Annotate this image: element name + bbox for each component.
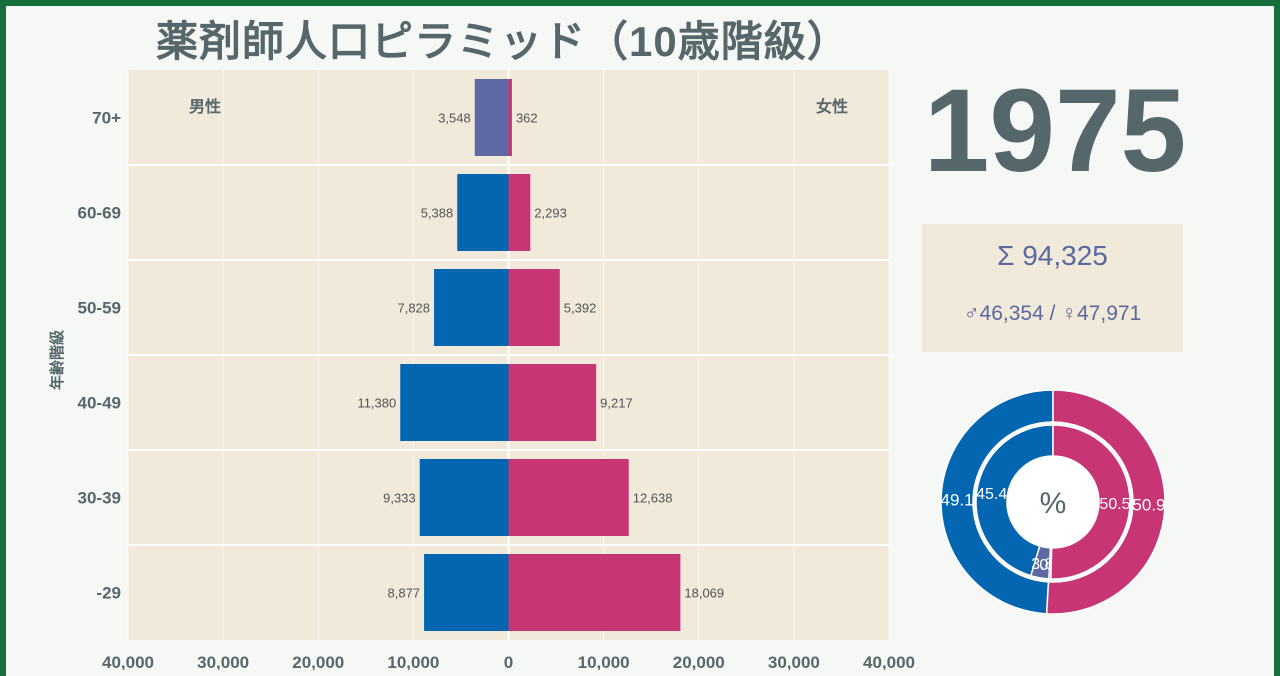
x-tick-label: 20,000 [292,653,344,670]
donut-label-inner: 3.8 [1031,556,1053,573]
chart-title: 薬剤師人口ピラミッド（10歳階級） [156,18,850,65]
donut-slice-inner [1050,424,1131,580]
male-bar [457,174,509,251]
x-tick-label: 10,000 [387,653,439,670]
x-tick-label: 30,000 [197,653,249,670]
female-bar [508,459,629,536]
male-bar [400,364,509,441]
male-bar [474,79,509,156]
female-bar [508,364,597,441]
male-side-label: 男性 [189,97,221,116]
donut-label-inner: 45.4 [976,486,1007,503]
female-value-label: 362 [516,111,538,126]
donut-slice-outer [940,389,1054,615]
x-tick-label: 0 [504,653,513,670]
y-tick-label: 70+ [92,109,121,128]
total-count: Σ 94,325 [997,240,1108,271]
y-tick-label: 30-39 [78,489,121,508]
male-value-label: 8,877 [388,586,421,601]
year-label: 1975 [923,65,1187,197]
donut-slice-inner [975,424,1054,577]
female-value-label: 12,638 [633,491,673,506]
gender-split: ♂46,354 / ♀47,971 [963,302,1142,325]
male-value-label: 11,380 [357,396,396,411]
female-value-label: 2,293 [534,206,567,221]
donut-label-outer: 50.9 [1132,496,1165,515]
donut-label-inner: 50.5 [1099,496,1130,513]
male-bar [419,459,509,536]
y-tick-label: 40-49 [78,394,121,413]
female-bar [508,174,531,251]
female-bar [508,79,512,156]
y-tick-label: 60-69 [78,204,121,223]
male-value-label: 9,333 [383,491,416,506]
x-tick-label: 30,000 [768,653,820,670]
female-value-label: 18,069 [684,586,724,601]
stats-panel: Σ 94,325 ♂46,354 / ♀47,971 [922,224,1183,352]
female-side-label: 女性 [816,97,848,116]
male-value-label: 7,828 [397,301,430,316]
male-bar [434,269,509,346]
donut-slice-inner [1029,545,1052,580]
x-tick-label: 40,000 [102,653,154,670]
donut-label-outer: 49.1 [940,490,973,509]
female-bar [508,269,560,346]
y-tick-label: 50-59 [78,299,121,318]
male-bar [424,554,509,631]
male-value-label: 3,548 [438,111,471,126]
donut-slice-outer [1045,389,1166,615]
female-bar [508,554,681,631]
y-tick-label: -29 [96,584,121,603]
female-value-label: 5,392 [564,301,597,316]
x-tick-label: 20,000 [673,653,725,670]
x-tick-label: 40,000 [863,653,915,670]
x-tick-label: 10,000 [578,653,630,670]
female-value-label: 9,217 [600,396,633,411]
donut-hole [1008,457,1098,547]
donut-center-label: % [1040,487,1067,520]
male-value-label: 5,388 [421,206,454,221]
y-axis-label: 年齢階級 [48,330,66,390]
